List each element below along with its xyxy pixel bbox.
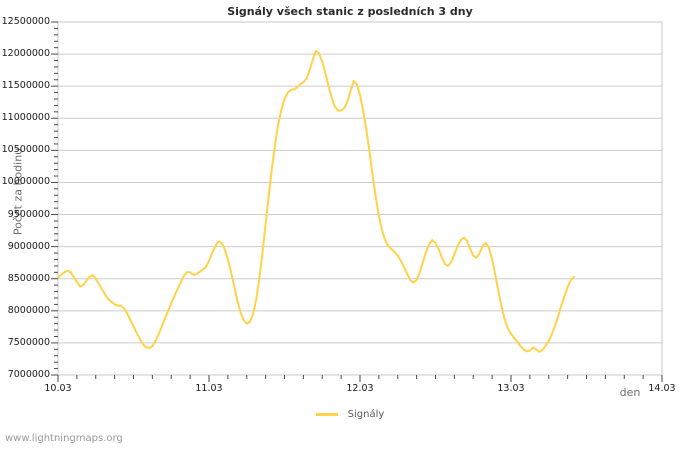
y-tick-label: 11500000 xyxy=(1,80,50,92)
x-axis-label: den xyxy=(619,386,641,399)
y-tick-label: 8500000 xyxy=(7,272,50,284)
plot-border xyxy=(57,21,663,376)
legend-color-swatch xyxy=(315,413,338,416)
y-tick-label: 10000000 xyxy=(1,176,50,188)
y-tick-label: 11000000 xyxy=(1,112,50,124)
y-tick-label: 7000000 xyxy=(7,369,50,380)
x-tick-label: 10.03 xyxy=(44,383,72,394)
chart-legend: Signály xyxy=(0,409,700,421)
y-tick-label: 7500000 xyxy=(7,336,50,348)
y-tick-label: 12000000 xyxy=(1,48,50,60)
y-tick-label: 9000000 xyxy=(7,240,50,252)
y-tick-label: 10500000 xyxy=(1,144,50,156)
x-tick-label: 14.03 xyxy=(648,383,676,394)
legend-item-signaly: Signály xyxy=(315,409,385,421)
legend-label: Signály xyxy=(347,409,385,420)
x-tick-label: 12.03 xyxy=(346,383,374,394)
x-tick-label: 11.03 xyxy=(195,383,223,394)
y-tick-label: 12500000 xyxy=(1,16,50,27)
data-series-line xyxy=(57,49,575,353)
site-footer-url: www.lightningmaps.org xyxy=(5,433,123,444)
chart-title: Signály všech stanic z posledních 3 dny xyxy=(227,5,473,18)
x-tick-label: 13.03 xyxy=(497,383,525,394)
y-tick-label: 9500000 xyxy=(7,208,50,220)
y-tick-label: 8000000 xyxy=(7,304,50,316)
